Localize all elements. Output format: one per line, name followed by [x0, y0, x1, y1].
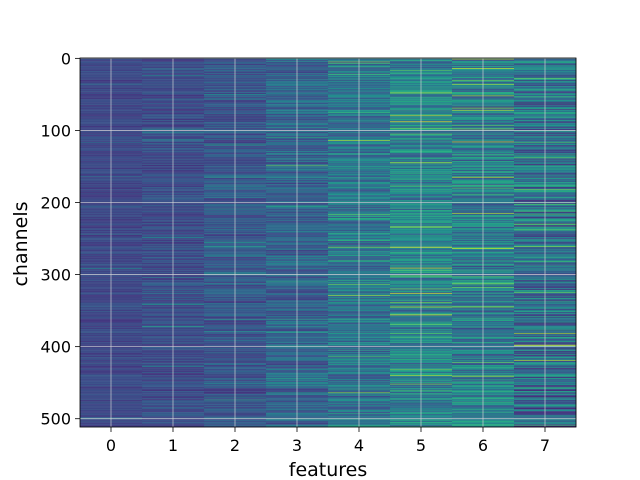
y-tick-label: 500: [40, 410, 71, 429]
x-axis: 0 1 2 3 4 5 6 7: [106, 427, 550, 455]
y-axis: 0 100 200 300 400 500: [40, 49, 80, 429]
y-axis-label: channels: [10, 201, 32, 286]
x-tick-label: 6: [478, 436, 488, 455]
x-tick-label: 4: [354, 436, 364, 455]
x-tick-label: 7: [540, 436, 550, 455]
x-tick-label: 0: [106, 436, 116, 455]
y-tick-label: 400: [40, 338, 71, 357]
y-tick-label: 0: [61, 49, 71, 68]
y-tick-label: 100: [40, 121, 71, 140]
x-tick-label: 5: [416, 436, 426, 455]
grid-lines: [80, 57, 576, 427]
plot-frame: [79, 57, 577, 428]
y-tick-label: 300: [40, 266, 71, 285]
x-tick-label: 1: [168, 436, 178, 455]
x-tick-label: 2: [230, 436, 240, 455]
x-tick-label: 3: [292, 436, 302, 455]
y-tick-label: 200: [40, 194, 71, 213]
heatmap-cells: [80, 58, 577, 428]
x-axis-label: features: [289, 459, 368, 480]
